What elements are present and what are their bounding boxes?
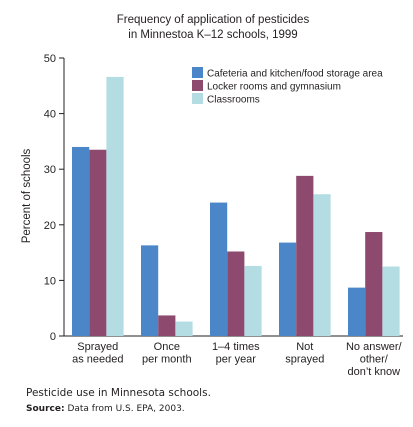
legend-swatch: [192, 80, 203, 91]
chart-title-line-2: in Minnestoa K–12 schools, 1999: [128, 29, 297, 41]
x-category-label: Once: [154, 341, 180, 353]
bar: [348, 287, 366, 336]
bar: [72, 146, 90, 336]
x-category-label: Not: [296, 341, 313, 353]
bar: [175, 321, 193, 336]
x-category-label: don’t know: [348, 366, 401, 378]
x-category-label: Sprayed: [77, 341, 118, 353]
y-tick-label: 0: [50, 331, 56, 343]
x-category-label: as needed: [72, 354, 123, 366]
y-axis-label: Percent of schools: [21, 148, 33, 243]
x-category-label: 1–4 times: [212, 341, 260, 353]
legend-label: Cafeteria and kitchen/food storage area: [207, 69, 383, 80]
y-tick-label: 10: [44, 275, 56, 287]
bar: [279, 242, 297, 336]
legend-label: Locker rooms and gymnasium: [207, 82, 341, 93]
x-category-label: per year: [216, 354, 257, 366]
y-tick-label: 30: [44, 164, 56, 176]
y-tick-label: 50: [44, 53, 56, 65]
y-tick-label: 40: [44, 109, 56, 121]
bar: [210, 202, 228, 336]
chart-title-line-1: Frequency of application of pesticides: [117, 14, 310, 26]
x-category-label: No answer/: [346, 341, 403, 353]
bar: [382, 266, 400, 336]
bar: [158, 315, 176, 336]
bar: [365, 232, 383, 336]
x-category-label: sprayed: [285, 354, 324, 366]
bar: [106, 76, 124, 337]
x-category-label: per month: [142, 354, 192, 366]
legend-label: Classrooms: [207, 95, 260, 106]
legend: Cafeteria and kitchen/food storage area L…: [192, 67, 383, 106]
source-text: Data from U.S. EPA, 2003.: [67, 404, 185, 414]
bar: [244, 265, 262, 336]
bar: [89, 149, 107, 336]
figure-caption: Pesticide use in Minnesota schools.: [26, 387, 211, 399]
legend-swatch: [192, 93, 203, 104]
legend-swatch: [192, 67, 203, 78]
figure-source: Source: Data from U.S. EPA, 2003.: [26, 404, 185, 414]
source-label: Source:: [26, 404, 65, 414]
bar: [227, 251, 245, 336]
x-category-label: other/: [360, 354, 389, 366]
bar: [141, 245, 159, 336]
bar: [313, 194, 331, 336]
y-tick-label: 20: [44, 220, 56, 232]
bar: [296, 175, 314, 336]
